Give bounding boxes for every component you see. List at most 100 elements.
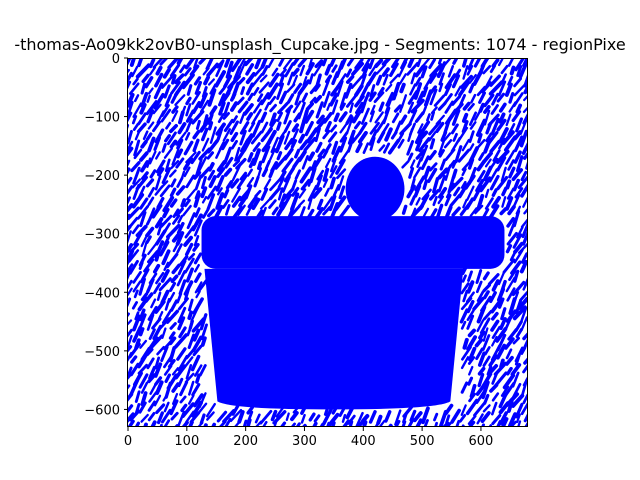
segment <box>423 165 431 180</box>
axes-frame <box>127 58 528 427</box>
segment <box>206 193 216 211</box>
segment <box>176 221 185 235</box>
segment <box>191 335 203 353</box>
segment <box>514 187 524 199</box>
segment <box>163 401 170 413</box>
segment <box>506 216 515 228</box>
segment <box>131 178 142 189</box>
segment <box>216 167 226 178</box>
segment <box>314 206 325 219</box>
segment <box>152 103 162 115</box>
segment <box>398 73 407 85</box>
segment <box>437 58 443 65</box>
segment <box>207 88 217 107</box>
segment <box>163 147 173 159</box>
segment <box>288 204 301 218</box>
segment <box>462 198 468 209</box>
segment <box>230 178 240 189</box>
segment <box>151 317 162 330</box>
segment <box>261 167 269 178</box>
segment <box>205 58 215 71</box>
segment <box>222 128 231 142</box>
segment <box>476 170 486 183</box>
segment <box>487 273 500 286</box>
segment <box>260 58 269 69</box>
segment <box>168 331 176 340</box>
segment <box>520 252 528 264</box>
segment <box>252 142 261 153</box>
segment <box>187 252 196 261</box>
segment <box>264 159 271 170</box>
segment <box>127 287 133 298</box>
segment <box>501 196 507 208</box>
segment <box>299 139 309 151</box>
segment <box>223 118 234 133</box>
segment <box>444 159 456 174</box>
segment <box>400 94 408 109</box>
segment <box>245 72 256 85</box>
segment <box>264 101 270 111</box>
segment <box>490 319 500 332</box>
segment <box>389 62 399 77</box>
segment <box>133 148 143 160</box>
segment <box>441 421 450 427</box>
segment <box>522 336 528 350</box>
segment <box>491 311 499 321</box>
segment <box>468 130 475 143</box>
segment <box>290 139 298 149</box>
segment <box>148 391 158 403</box>
y-tick-label: −100 <box>84 111 120 126</box>
segment <box>438 82 444 93</box>
segment <box>268 186 281 201</box>
segment <box>223 74 233 89</box>
segment <box>462 58 468 68</box>
segment <box>270 161 279 173</box>
segment <box>201 127 209 142</box>
segment <box>467 102 475 112</box>
segment <box>443 139 453 149</box>
segment <box>277 187 284 201</box>
segment <box>351 132 361 144</box>
segment <box>335 73 347 89</box>
segment <box>127 129 133 145</box>
segment <box>223 101 231 117</box>
segment <box>272 410 287 425</box>
segment <box>458 93 467 108</box>
segment <box>247 92 254 102</box>
segment <box>491 414 502 426</box>
segment <box>374 111 384 124</box>
segment <box>132 77 139 86</box>
segment <box>479 176 492 193</box>
segment <box>435 114 446 126</box>
segment <box>308 412 316 422</box>
segment <box>389 73 400 85</box>
x-tick-label: 400 <box>351 434 376 449</box>
segment <box>194 174 203 191</box>
segment <box>281 157 294 173</box>
segment <box>511 393 525 408</box>
segment <box>206 185 218 200</box>
segment <box>270 409 278 422</box>
segment <box>247 152 254 163</box>
segment <box>259 111 268 123</box>
segment <box>410 177 416 190</box>
segment <box>455 419 461 427</box>
segment <box>260 121 269 134</box>
segment <box>461 160 471 171</box>
segment <box>131 224 140 235</box>
segment <box>297 79 311 96</box>
segment <box>484 158 492 168</box>
segment <box>246 112 254 121</box>
segment <box>183 198 191 208</box>
segment <box>505 276 516 293</box>
segment <box>294 169 302 180</box>
segment <box>467 414 477 426</box>
segment <box>162 207 170 219</box>
segment <box>218 86 226 95</box>
segment <box>514 402 524 419</box>
segment <box>139 151 149 162</box>
segment <box>322 90 331 108</box>
segment <box>428 150 437 161</box>
segment <box>481 334 491 351</box>
segment <box>476 319 485 333</box>
